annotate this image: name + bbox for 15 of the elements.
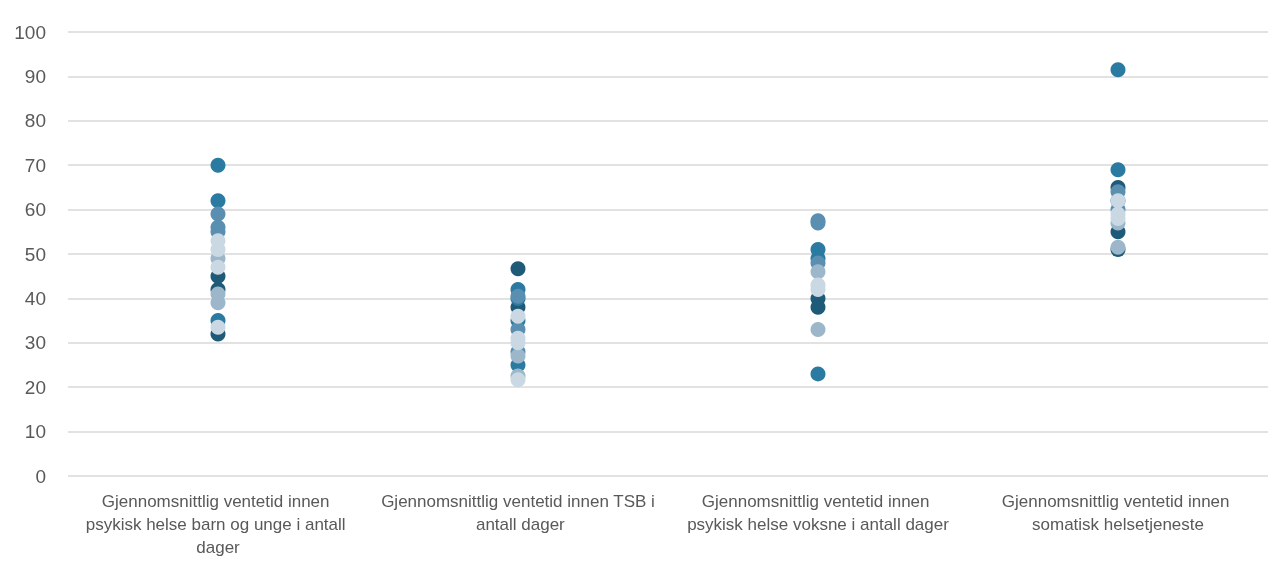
y-tick-label: 70 — [24, 154, 46, 176]
y-tick-label: 50 — [24, 243, 46, 265]
y-tick-label: 20 — [24, 376, 46, 398]
y-tick-label: 60 — [24, 199, 46, 221]
x-tick-label: Gjennomsnittlig ventetid innen somatisk helsetjeneste — [1001, 492, 1235, 534]
y-tick-label: 80 — [24, 110, 46, 132]
y-tick-label: 10 — [24, 421, 46, 443]
y-tick-label: 30 — [24, 332, 46, 354]
y-tick-label: 90 — [24, 65, 46, 87]
x-tick-label: Gjennomsnittlig ventetid innen TSB i antall dager — [381, 492, 655, 534]
x-tick-label: Gjennomsnittlig ventetid innen psykisk helse barn og unge i antall dager — [85, 492, 351, 557]
y-tick-label: 40 — [24, 287, 46, 309]
y-tick-label: 0 — [35, 465, 46, 487]
y-tick-label: 100 — [14, 21, 46, 43]
x-tick-label: Gjennomsnittlig ventetid innen psykisk helse voksne i antall dager — [687, 492, 950, 534]
